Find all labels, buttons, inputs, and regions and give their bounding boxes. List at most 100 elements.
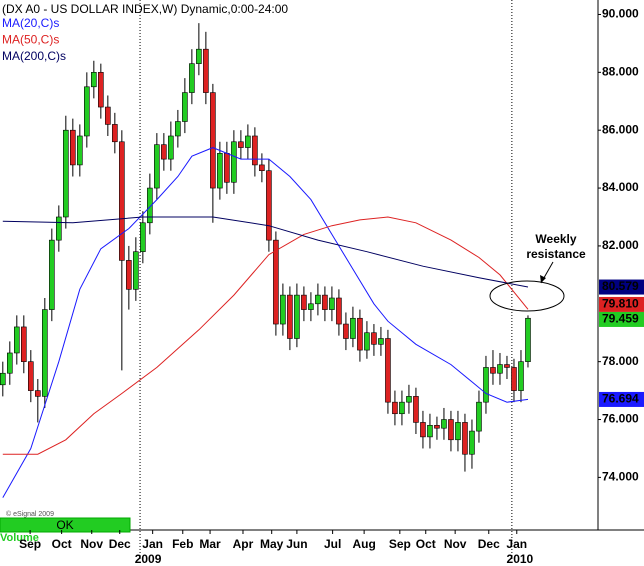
arrow-head: [540, 275, 546, 283]
candle-body: [84, 86, 90, 137]
candle-body: [273, 239, 279, 325]
candle-body: [378, 338, 384, 345]
x-tick-label: Oct: [52, 537, 72, 551]
candle-body: [112, 124, 118, 143]
candle-body: [399, 401, 405, 415]
candle-body: [455, 422, 461, 441]
ok-button[interactable]: [0, 517, 131, 533]
candle-body: [448, 419, 454, 441]
x-tick-label: Nov: [444, 537, 467, 551]
candle-body: [322, 294, 328, 310]
candle-body: [301, 294, 307, 310]
x-tick-label: Jan: [142, 537, 163, 551]
candle-body: [413, 396, 419, 423]
legend-entry: MA(20,C)s: [2, 16, 59, 30]
y-tick-label: 84.000: [602, 180, 639, 194]
candle-body: [518, 361, 524, 391]
candle-body: [476, 401, 482, 432]
price-label-box: [599, 391, 644, 407]
moving-average-line: [2, 216, 529, 455]
candle-body: [175, 121, 181, 137]
candle-body: [420, 422, 426, 438]
candle-body: [119, 141, 125, 261]
candle-body: [308, 303, 314, 310]
candle-body: [350, 317, 356, 339]
candle-body: [98, 72, 104, 108]
legend-entry: MA(200,C)s: [2, 49, 66, 63]
candle-body: [392, 401, 398, 415]
candle-body: [441, 419, 447, 429]
y-tick-label: 90.000: [602, 7, 639, 21]
candle-body: [210, 92, 216, 189]
candle-body: [483, 367, 489, 403]
candle-body: [231, 141, 237, 183]
year-label: 2010: [507, 552, 534, 566]
x-tick-label: Sep: [389, 537, 411, 551]
candle-body: [224, 153, 230, 183]
candle-body: [42, 309, 48, 397]
candle-body: [336, 297, 342, 325]
candle-body: [154, 144, 160, 189]
candle-body: [357, 317, 363, 351]
candle-body: [182, 92, 188, 122]
price-label-box: [599, 311, 644, 327]
resistance-ellipse: [489, 280, 565, 312]
x-tick-label: Apr: [233, 537, 254, 551]
annotation-line: resistance: [526, 247, 586, 261]
candle-body: [280, 294, 286, 325]
candle-body: [161, 144, 167, 160]
annotation-line: Weekly: [535, 232, 576, 246]
ok-button-label[interactable]: OK: [56, 518, 73, 532]
x-tick-label: Oct: [416, 537, 436, 551]
candle-body: [315, 294, 321, 305]
candle-body: [490, 367, 496, 374]
legend-entry: MA(50,C)s: [2, 33, 59, 47]
candle-body: [189, 63, 195, 93]
candle-body: [245, 135, 251, 148]
x-tick-label: Jan: [506, 537, 527, 551]
x-tick-label: Jun: [286, 537, 307, 551]
candle-body: [126, 260, 132, 290]
candle-body: [385, 338, 391, 403]
candle-body: [343, 323, 349, 339]
y-tick-label: 82.000: [602, 238, 639, 252]
x-tick-label: Aug: [352, 537, 375, 551]
price-label-box: [599, 296, 644, 312]
candle-body: [35, 390, 41, 397]
y-tick-label: 74.000: [602, 470, 639, 484]
candle-body: [434, 425, 440, 429]
candle-body: [406, 396, 412, 403]
candle-body: [63, 129, 69, 218]
y-tick-label: 86.000: [602, 122, 639, 136]
moving-average-line: [2, 216, 529, 288]
x-tick-label: Mar: [199, 537, 221, 551]
x-tick-label: Feb: [172, 537, 193, 551]
year-label: 2009: [135, 552, 162, 566]
candle-body: [252, 135, 258, 166]
x-tick-label: Dec: [109, 537, 131, 551]
candle-body: [329, 297, 335, 310]
candle-body: [28, 361, 34, 391]
candle-body: [469, 430, 475, 455]
candle-body: [287, 294, 293, 339]
moving-average-line: [2, 147, 529, 498]
candle-body: [497, 364, 503, 374]
x-tick-label: Sep: [19, 537, 41, 551]
candle-body: [0, 372, 6, 386]
price-label-box: [599, 279, 644, 295]
y-tick-label: 78.000: [602, 354, 639, 368]
candle-body: [294, 294, 300, 339]
candle-body: [203, 48, 209, 93]
candle-body: [196, 48, 202, 64]
candle-body: [371, 332, 377, 345]
candle-body: [511, 367, 517, 391]
x-tick-label: Dec: [478, 537, 500, 551]
candle-body: [217, 153, 223, 189]
x-tick-label: May: [260, 537, 284, 551]
candle-body: [147, 187, 153, 224]
candle-body: [427, 425, 433, 438]
price-label: 76.694: [602, 392, 639, 406]
candle-body: [462, 422, 468, 455]
